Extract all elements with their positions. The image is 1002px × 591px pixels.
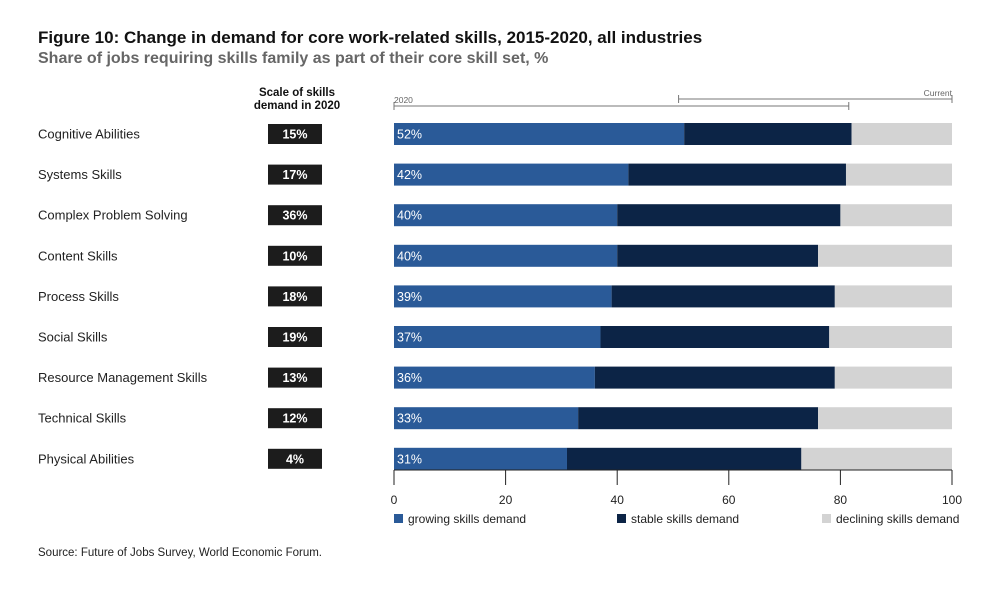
bar-value-label: 42% [397, 168, 422, 182]
scale-badge-value: 13% [282, 371, 307, 385]
scale-badge-value: 19% [282, 331, 307, 345]
scale-badge-value: 12% [282, 412, 307, 426]
legend-label: growing skills demand [408, 512, 526, 526]
growing-segment [394, 326, 601, 348]
legend-swatch [822, 514, 831, 523]
bar-value-label: 33% [397, 412, 422, 426]
scale-badge [268, 367, 322, 388]
bar-value-label: 37% [397, 331, 422, 345]
growing-segment [394, 366, 595, 389]
scale-badge-value: 10% [282, 249, 307, 263]
bar-value-label: 36% [397, 371, 422, 385]
x-tick-label: 80 [834, 493, 848, 507]
stable-segment [628, 163, 846, 186]
category-label: Systems Skills [38, 167, 122, 182]
declining-segment [818, 407, 952, 430]
bar-value-label: 40% [397, 209, 422, 223]
chart-subtitle: Share of jobs requiring skills family as… [38, 50, 549, 67]
legend-swatch [617, 514, 626, 523]
growing-segment [394, 407, 579, 430]
x-tick-label: 40 [611, 493, 625, 507]
stable-segment [684, 123, 852, 145]
growing-segment [394, 204, 618, 227]
scale-badge [268, 205, 322, 226]
scale-badge [268, 124, 322, 144]
scale-badge-value: 15% [282, 128, 307, 142]
category-label: Cognitive Abilities [38, 127, 140, 142]
bar-value-label: 52% [397, 128, 422, 142]
growing-segment [394, 123, 685, 145]
scale-badge [268, 448, 322, 469]
scale-badge [268, 245, 322, 266]
scale-badge-value: 36% [282, 209, 307, 223]
stable-segment [578, 407, 819, 430]
stable-segment [594, 366, 835, 389]
scale-badge [268, 327, 322, 347]
scale-badge [268, 164, 322, 185]
scale-badge-value: 4% [286, 452, 304, 466]
x-tick-label: 0 [391, 493, 398, 507]
source-note: Source: Future of Jobs Survey, World Eco… [38, 547, 322, 559]
x-tick-label: 60 [722, 493, 736, 507]
stable-segment [617, 244, 819, 267]
declining-segment [818, 244, 952, 267]
scale-badge [268, 286, 322, 307]
category-label: Content Skills [38, 248, 118, 263]
category-label: Resource Management Skills [38, 370, 208, 385]
scale-badge [268, 408, 322, 429]
scale-badge-value: 18% [282, 290, 307, 304]
chart-title: Figure 10: Change in demand for core wor… [38, 28, 703, 47]
growing-segment [394, 447, 567, 470]
stable-segment [617, 204, 841, 227]
scale-column-header: Scale of skills demand in 2020 [253, 87, 341, 112]
legend-swatch [394, 514, 403, 523]
declining-segment [801, 447, 952, 470]
declining-segment [834, 285, 952, 308]
bar-value-label: 40% [397, 249, 422, 263]
stable-segment [600, 326, 830, 348]
bar-value-label: 39% [397, 290, 422, 304]
bracket-label-current: Current [924, 88, 953, 98]
category-label: Physical Abilities [38, 451, 135, 466]
category-label: Technical Skills [38, 411, 127, 426]
legend-label: stable skills demand [631, 512, 739, 526]
declining-segment [829, 326, 952, 348]
growing-segment [394, 163, 629, 186]
legend-label: declining skills demand [836, 512, 959, 526]
declining-segment [851, 123, 952, 145]
category-label: Social Skills [38, 330, 108, 345]
stable-segment [611, 285, 835, 308]
scale-badge-value: 17% [282, 168, 307, 182]
stable-segment [566, 447, 802, 470]
declining-segment [840, 204, 952, 227]
growing-segment [394, 285, 612, 308]
category-label: Process Skills [38, 289, 119, 304]
declining-segment [845, 163, 952, 186]
x-tick-label: 100 [942, 493, 962, 507]
growing-segment [394, 244, 618, 267]
declining-segment [834, 366, 952, 389]
bar-value-label: 31% [397, 452, 422, 466]
x-tick-label: 20 [499, 493, 513, 507]
category-label: Complex Problem Solving [38, 208, 188, 223]
bracket-label-2020: 2020 [394, 95, 413, 105]
